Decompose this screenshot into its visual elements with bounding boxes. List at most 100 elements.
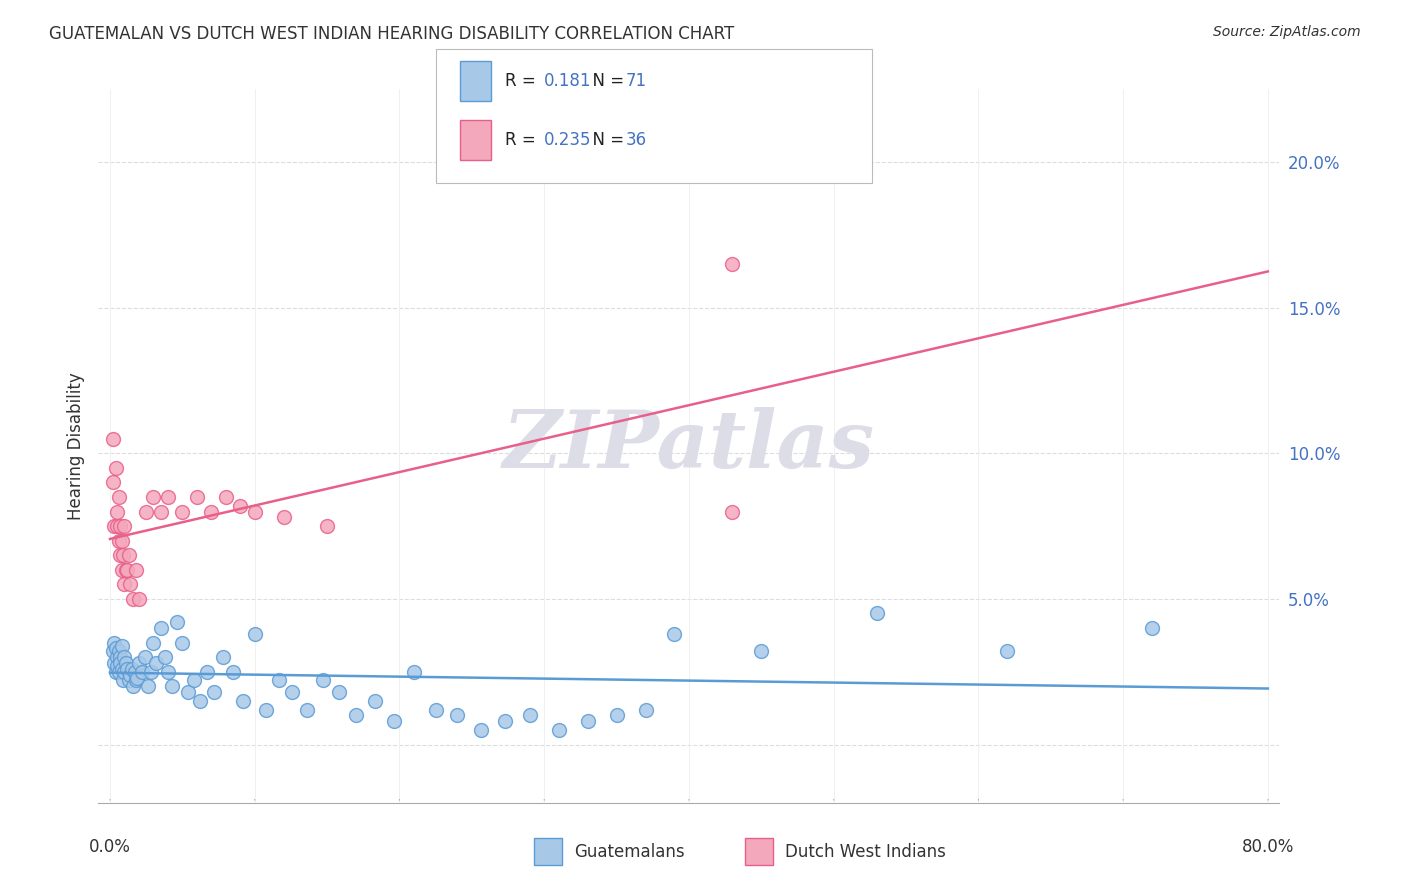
Point [103, 635, 125, 649]
Point [519, 708, 541, 723]
Point [131, 665, 153, 679]
Point [104, 641, 127, 656]
Point [328, 685, 350, 699]
Point [156, 490, 179, 504]
Point [202, 685, 225, 699]
Point [135, 504, 157, 518]
Point [112, 673, 135, 688]
Text: GUATEMALAN VS DUTCH WEST INDIAN HEARING DISABILITY CORRELATION CHART: GUATEMALAN VS DUTCH WEST INDIAN HEARING … [49, 25, 734, 43]
Point [177, 685, 200, 699]
Point [402, 665, 425, 679]
Point [153, 650, 176, 665]
Point [114, 577, 136, 591]
Point [136, 679, 159, 693]
Point [382, 714, 405, 729]
Point [721, 257, 744, 271]
Text: 80.0%: 80.0% [1241, 838, 1294, 855]
Point [112, 548, 135, 562]
Point [166, 615, 188, 630]
Point [145, 656, 167, 670]
Point [125, 673, 148, 688]
Point [117, 662, 139, 676]
Point [128, 656, 150, 670]
Point [115, 563, 138, 577]
Point [364, 694, 387, 708]
Point [494, 714, 516, 729]
Point [142, 490, 165, 504]
Point [120, 577, 142, 591]
Text: Dutch West Indians: Dutch West Indians [785, 843, 945, 861]
Text: Source: ZipAtlas.com: Source: ZipAtlas.com [1213, 25, 1361, 39]
Point [634, 703, 657, 717]
Text: Guatemalans: Guatemalans [574, 843, 685, 861]
Point [749, 644, 772, 658]
Point [114, 519, 136, 533]
Point [115, 656, 138, 670]
Point [243, 504, 266, 518]
Point [110, 563, 132, 577]
Point [108, 656, 131, 670]
Point [139, 665, 162, 679]
Point [118, 673, 141, 688]
Point [866, 607, 889, 621]
Point [195, 665, 218, 679]
Point [172, 635, 194, 649]
Point [101, 644, 124, 658]
Point [107, 665, 129, 679]
Text: N =: N = [582, 72, 630, 90]
Point [101, 432, 124, 446]
Point [125, 563, 148, 577]
Point [215, 490, 238, 504]
Text: 0.181: 0.181 [544, 72, 592, 90]
Point [128, 591, 150, 606]
Y-axis label: Hearing Disability: Hearing Disability [67, 372, 86, 520]
Point [121, 662, 143, 676]
Point [576, 714, 599, 729]
Text: 71: 71 [626, 72, 647, 90]
Point [156, 665, 179, 679]
Text: 0.0%: 0.0% [89, 838, 131, 855]
Point [118, 548, 141, 562]
Point [312, 673, 335, 688]
Point [107, 490, 129, 504]
Point [114, 650, 136, 665]
Point [446, 708, 468, 723]
Point [122, 591, 145, 606]
Point [124, 665, 146, 679]
Point [606, 708, 628, 723]
Point [120, 667, 142, 681]
Point [104, 460, 127, 475]
Point [108, 650, 131, 665]
Point [105, 504, 128, 518]
Point [142, 635, 165, 649]
Point [162, 679, 183, 693]
Text: R =: R = [505, 130, 541, 149]
Point [470, 723, 492, 737]
Point [995, 644, 1018, 658]
Point [103, 656, 125, 670]
Point [273, 510, 295, 524]
Point [134, 650, 156, 665]
Point [1140, 621, 1163, 635]
Point [103, 519, 125, 533]
Point [232, 694, 254, 708]
Point [114, 665, 136, 679]
Text: R =: R = [505, 72, 541, 90]
Point [108, 548, 131, 562]
Text: 0.235: 0.235 [544, 130, 592, 149]
Text: N =: N = [582, 130, 630, 149]
Text: 36: 36 [626, 130, 647, 149]
Point [172, 504, 194, 518]
Point [243, 627, 266, 641]
Point [200, 504, 222, 518]
Point [110, 662, 132, 676]
Point [316, 519, 339, 533]
Point [108, 519, 131, 533]
Point [110, 533, 132, 548]
Point [281, 685, 304, 699]
Point [721, 504, 744, 518]
Point [186, 490, 208, 504]
Point [425, 703, 447, 717]
Point [104, 665, 127, 679]
Point [101, 475, 124, 490]
